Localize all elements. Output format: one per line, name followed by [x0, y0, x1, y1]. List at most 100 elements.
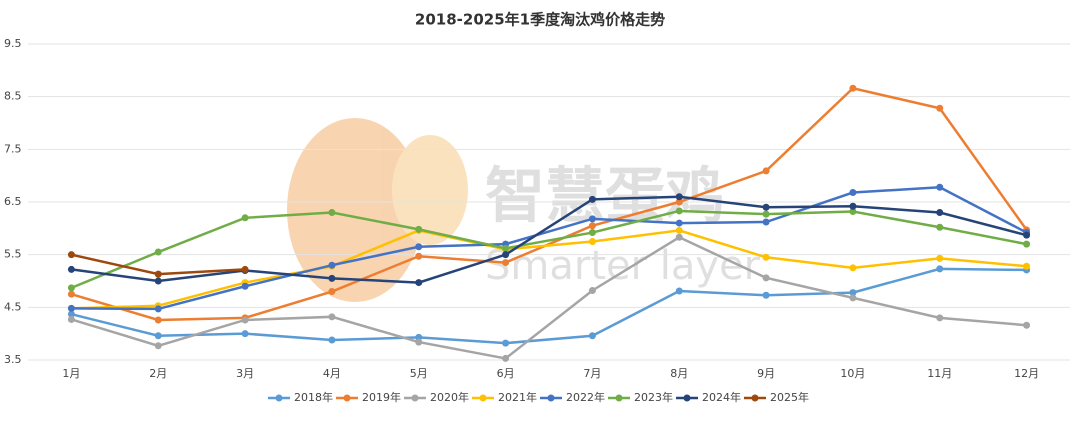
data-point	[1023, 262, 1031, 270]
y-tick-label: 9.5	[4, 37, 22, 50]
legend-label: 2019年	[362, 390, 401, 404]
data-point	[849, 189, 857, 197]
data-point	[588, 215, 596, 223]
data-point	[154, 305, 162, 313]
data-point	[415, 279, 423, 287]
data-point	[762, 291, 770, 299]
data-point	[415, 338, 423, 346]
data-point	[588, 195, 596, 203]
legend-label: 2021年	[498, 390, 537, 404]
data-point	[154, 277, 162, 285]
data-point	[849, 84, 857, 92]
data-point	[67, 304, 75, 312]
data-point	[588, 229, 596, 237]
y-tick-label: 8.5	[4, 90, 22, 103]
data-point	[849, 294, 857, 302]
x-tick-label: 5月	[410, 367, 428, 380]
data-point	[849, 207, 857, 215]
data-point	[67, 265, 75, 273]
data-point	[241, 282, 249, 290]
data-point	[328, 274, 336, 282]
legend-label: 2023年	[634, 390, 673, 404]
legend-label: 2022年	[566, 390, 605, 404]
legend-swatch	[683, 394, 691, 402]
data-point	[849, 289, 857, 297]
y-tick-label: 7.5	[4, 142, 22, 155]
data-point	[241, 316, 249, 324]
data-point	[1023, 231, 1031, 239]
data-point	[675, 198, 683, 206]
x-tick-label: 4月	[323, 367, 341, 380]
data-point	[241, 214, 249, 222]
data-point	[154, 332, 162, 340]
watermark: Smarter layer	[485, 243, 761, 289]
data-point	[328, 336, 336, 344]
data-point	[762, 203, 770, 211]
data-point	[67, 251, 75, 259]
x-tick-label: 10月	[840, 367, 865, 380]
x-tick-label: 3月	[236, 367, 254, 380]
data-point	[936, 104, 944, 112]
data-point	[154, 316, 162, 324]
data-point	[936, 265, 944, 273]
series-line	[71, 235, 1027, 360]
data-point	[502, 251, 510, 259]
series-line	[70, 209, 1027, 290]
data-point	[588, 286, 596, 294]
data-point	[328, 288, 336, 296]
x-tick-label: 9月	[757, 367, 775, 380]
data-point	[762, 167, 770, 175]
legend-label: 2018年	[294, 390, 333, 404]
data-point	[67, 310, 75, 318]
x-tick-label: 8月	[670, 367, 688, 380]
legend-label: 2024年	[702, 390, 741, 404]
series-line	[71, 185, 1028, 311]
data-point	[762, 218, 770, 226]
data-point	[502, 354, 510, 362]
x-tick-label: 12月	[1014, 367, 1039, 380]
data-point	[1023, 321, 1031, 329]
data-point	[762, 274, 770, 282]
data-point	[675, 193, 683, 201]
data-point	[154, 342, 162, 350]
chart-title: 2018-2025年1季度淘汰鸡价格走势	[415, 11, 665, 29]
series-line	[71, 267, 1027, 345]
watermark-logo	[287, 118, 468, 302]
y-tick-label: 5.5	[4, 248, 22, 261]
series-line	[71, 229, 1027, 310]
data-point	[675, 287, 683, 295]
data-point	[502, 259, 510, 267]
x-tick-label: 7月	[583, 367, 601, 380]
data-point	[328, 261, 336, 269]
data-point	[936, 209, 944, 217]
data-point	[936, 223, 944, 231]
data-point	[675, 226, 683, 234]
legend-swatch	[751, 394, 759, 402]
data-point	[241, 265, 249, 273]
data-point	[762, 210, 770, 218]
y-tick-label: 4.5	[4, 300, 22, 313]
legend-label: 2025年	[770, 390, 809, 404]
legend-swatch	[547, 394, 555, 402]
data-point	[154, 270, 162, 278]
x-tick-label: 1月	[62, 367, 80, 380]
data-point	[936, 314, 944, 322]
data-point	[675, 219, 683, 227]
x-tick-label: 2月	[149, 367, 167, 380]
data-point	[328, 209, 336, 217]
legend-swatch	[411, 394, 419, 402]
data-point	[936, 183, 944, 191]
data-point	[154, 248, 162, 256]
data-point	[502, 339, 510, 347]
data-point	[328, 313, 336, 321]
data-point	[415, 243, 423, 251]
data-point	[241, 330, 249, 338]
data-point	[415, 252, 423, 260]
data-point	[675, 207, 683, 215]
data-point	[67, 284, 75, 292]
data-point	[588, 238, 596, 245]
y-tick-label: 3.5	[4, 353, 22, 366]
data-point	[588, 222, 596, 230]
data-point	[849, 264, 857, 272]
